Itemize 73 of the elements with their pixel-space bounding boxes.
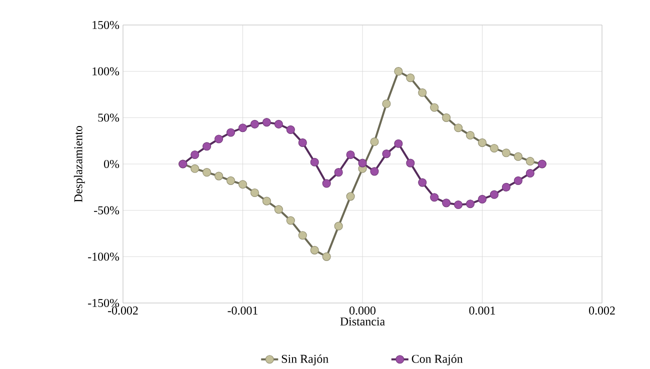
point	[238, 180, 248, 189]
y-tick-label: -150%	[88, 298, 120, 308]
point	[526, 168, 534, 178]
point	[406, 74, 415, 82]
point	[214, 134, 224, 144]
point	[190, 164, 200, 173]
point	[202, 168, 212, 177]
y-tick-label: 150%	[92, 20, 120, 30]
point	[346, 192, 355, 201]
point	[514, 152, 522, 161]
point	[478, 194, 487, 204]
point	[250, 188, 260, 198]
y-tick-label: -50%	[94, 206, 120, 214]
point	[418, 178, 427, 187]
point	[286, 125, 295, 134]
point	[490, 144, 499, 153]
point	[346, 150, 355, 160]
y-axis-title: Desplazamiento	[74, 126, 85, 202]
point	[490, 190, 499, 199]
point	[394, 139, 403, 148]
x-tick-label: 0.002	[589, 306, 615, 315]
point	[226, 176, 236, 185]
point	[334, 168, 343, 177]
y-tick-label: 0%	[104, 160, 120, 168]
point	[430, 193, 439, 202]
point	[514, 176, 522, 185]
point	[190, 150, 200, 160]
point	[526, 156, 534, 166]
point	[454, 200, 463, 210]
point	[310, 158, 319, 166]
y-tick-label: -100%	[88, 252, 120, 261]
point	[370, 137, 379, 146]
point	[334, 222, 343, 230]
point	[394, 67, 403, 76]
x-tick-label: 0.000	[350, 306, 376, 315]
point	[430, 103, 439, 112]
point	[358, 158, 367, 168]
point	[298, 138, 307, 147]
x-tick-label: 0.001	[469, 306, 495, 315]
x-tick-label: -0.001	[228, 306, 258, 315]
point	[382, 99, 391, 108]
point	[322, 179, 331, 188]
point	[238, 124, 248, 132]
y-tick-label: 100%	[92, 67, 120, 76]
point	[502, 182, 510, 192]
point	[406, 158, 415, 168]
point	[310, 246, 319, 254]
x-tick-label: -0.002	[108, 306, 138, 315]
point	[262, 118, 271, 127]
point	[466, 130, 475, 140]
point	[226, 128, 236, 137]
point	[478, 138, 487, 147]
point	[262, 196, 271, 206]
point	[298, 231, 307, 240]
point	[322, 252, 331, 261]
point	[214, 172, 224, 180]
point	[274, 205, 283, 214]
legend-label: Sin Rajón	[282, 354, 328, 366]
y-tick-label: 50%	[98, 114, 120, 122]
point	[202, 142, 212, 151]
point	[442, 113, 451, 122]
point	[274, 120, 283, 128]
point	[370, 167, 379, 176]
point	[286, 216, 295, 225]
point	[250, 120, 260, 128]
point	[502, 148, 510, 158]
legend-label: Con Rajón	[412, 354, 463, 366]
point	[454, 124, 463, 132]
x-axis-title: Distancia	[340, 317, 385, 326]
point	[442, 198, 451, 208]
point	[466, 200, 475, 208]
point	[418, 88, 427, 97]
point	[382, 150, 391, 158]
